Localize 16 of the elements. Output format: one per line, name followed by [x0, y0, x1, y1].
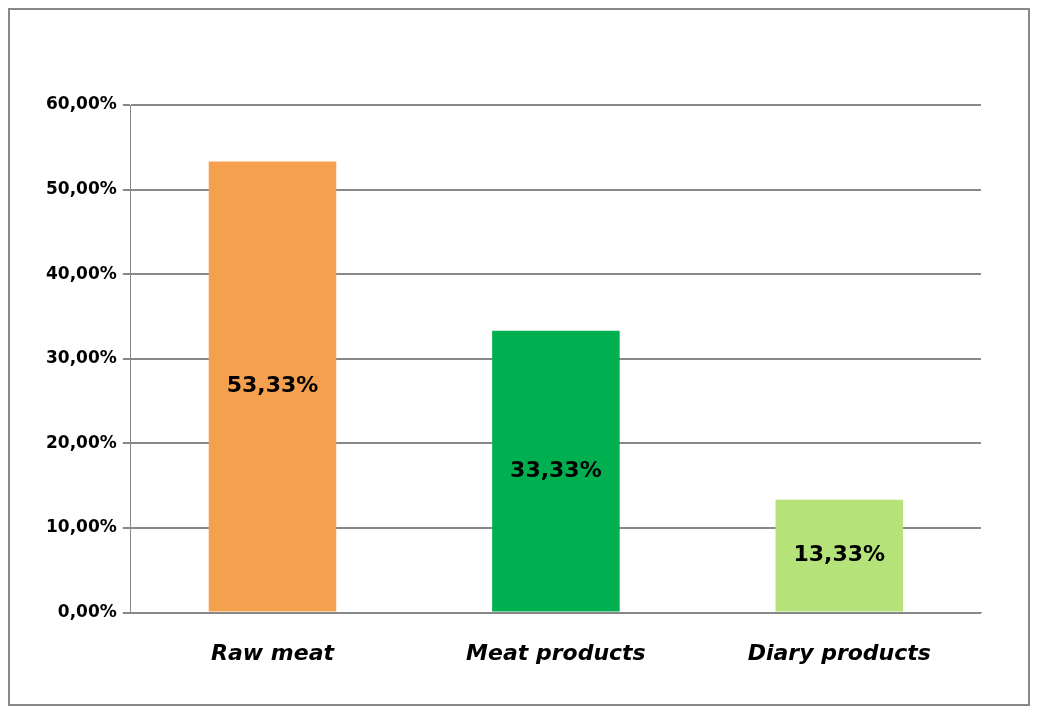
bar — [775, 499, 904, 612]
y-tick-label: 10,00% — [45, 516, 117, 537]
y-tick-label: 20,00% — [45, 431, 117, 452]
y-tick-label: 30,00% — [45, 347, 117, 368]
data-label: 33,33% — [510, 456, 602, 482]
y-tick-label: 0,00% — [57, 601, 117, 622]
data-label: 53,33% — [226, 372, 319, 398]
x-tick-label: Raw meat — [211, 639, 336, 665]
y-tick-label: 60,00% — [45, 93, 117, 114]
x-tick-label: Diary products — [747, 639, 931, 665]
bar — [492, 330, 620, 612]
data-label: 13,33% — [793, 541, 886, 567]
bar — [208, 161, 337, 612]
x-tick-label: Meat products — [466, 639, 646, 665]
y-tick-label: 40,00% — [45, 262, 117, 283]
y-tick-label: 50,00% — [45, 178, 117, 199]
